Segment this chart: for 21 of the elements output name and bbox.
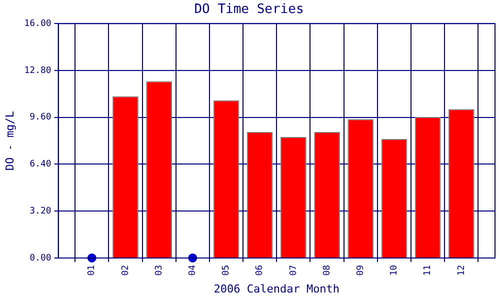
x-tick-label: 05 (222, 264, 232, 276)
y-axis-title: DO - mg/L (3, 110, 16, 171)
chart-title: DO Time Series (194, 2, 304, 18)
x-tick-label: 11 (423, 264, 434, 276)
x-tick-label: 03 (154, 264, 164, 276)
y-tick-label: 16.00 (24, 18, 52, 29)
x-tick-label: 08 (322, 264, 332, 276)
x-tick-label: 01 (87, 264, 98, 276)
x-axis-title: 2006 Calendar Month (214, 282, 340, 296)
x-tick-label: 10 (390, 264, 400, 276)
y-tick-label: 3.20 (30, 206, 52, 216)
x-tick-label: 04 (188, 264, 198, 276)
x-tick-label: 02 (120, 264, 131, 276)
y-tick-label: 12.80 (24, 66, 52, 76)
x-tick-label: 06 (255, 264, 266, 276)
x-tick-label: 07 (288, 264, 299, 276)
y-tick-label: 9.60 (30, 112, 52, 123)
y-tick-label: 6.40 (30, 160, 52, 170)
x-tick-label: 12 (456, 264, 467, 276)
y-tick-label: 0.00 (30, 253, 52, 264)
x-tick-label: 09 (356, 264, 366, 276)
